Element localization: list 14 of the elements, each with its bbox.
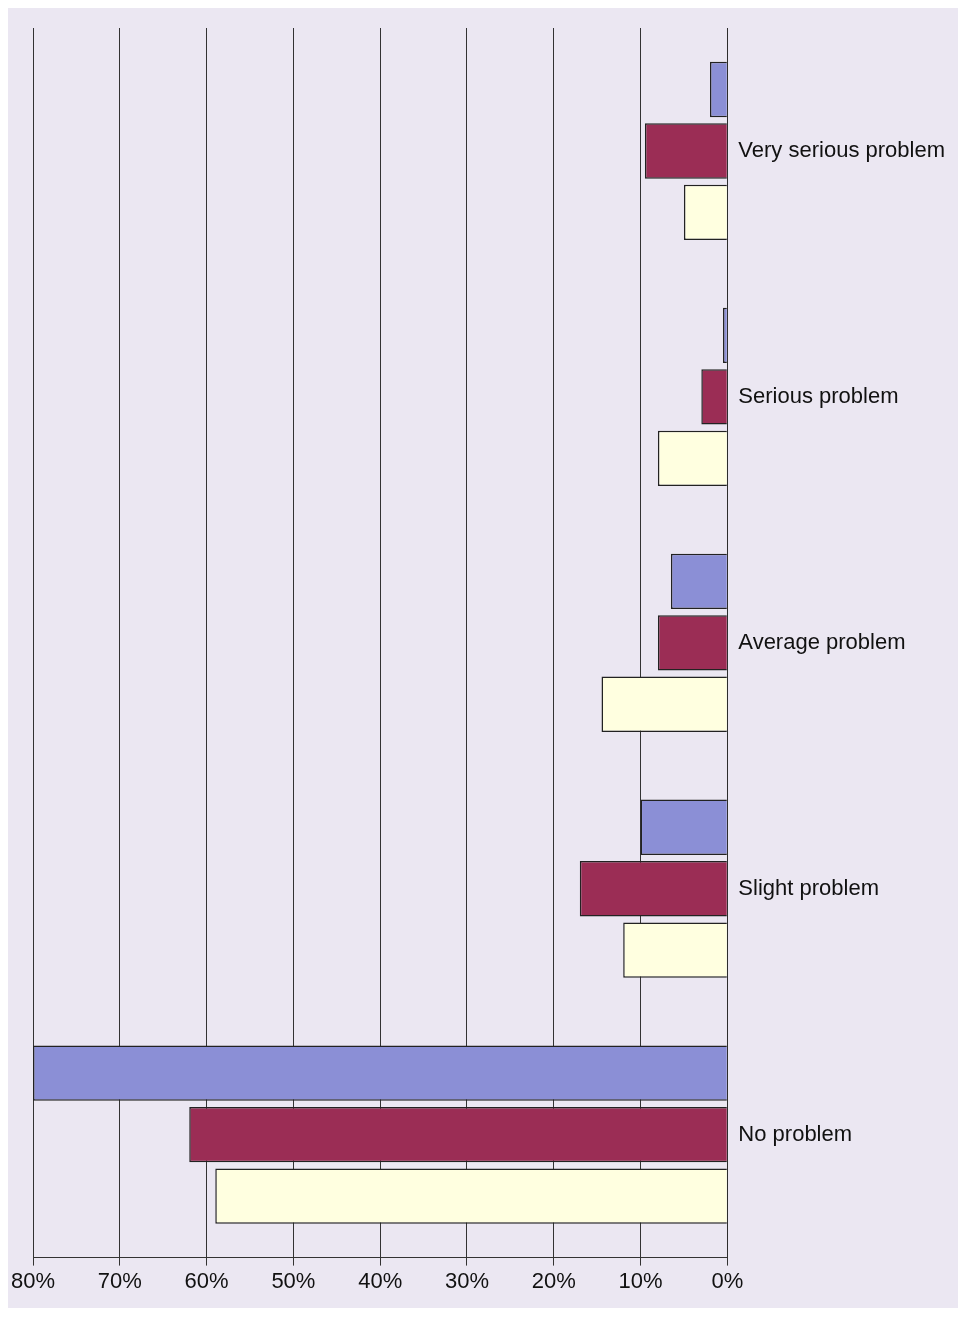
x-tick-label: 60% <box>184 1267 229 1293</box>
y-tick-label: No problem <box>738 1120 853 1146</box>
x-tick-label: 10% <box>618 1267 663 1293</box>
y-tick-label: Average problem <box>738 628 906 654</box>
x-tick-label: 20% <box>531 1267 576 1293</box>
x-tick-label: 50% <box>271 1267 316 1293</box>
x-tick-label: 70% <box>97 1267 142 1293</box>
x-tick-label: 0% <box>711 1267 744 1293</box>
y-tick-label: Slight problem <box>738 874 879 900</box>
x-tick-label: 30% <box>444 1267 489 1293</box>
y-tick-label: Very serious problem <box>738 137 946 163</box>
y-tick-label: Serious problem <box>738 382 899 408</box>
x-tick-label: 80% <box>10 1267 56 1293</box>
x-tick-label: 40% <box>358 1267 403 1293</box>
